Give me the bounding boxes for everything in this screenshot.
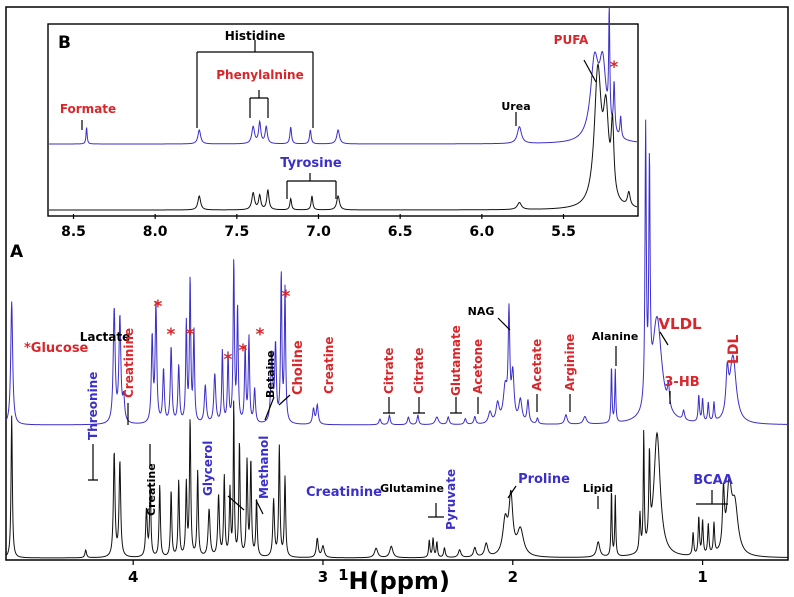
label-phenylalanine: Phenylalnine <box>216 68 304 82</box>
inset-x-tick-label: 5.5 <box>551 224 576 240</box>
black-spectrum-trace <box>5 400 789 559</box>
inset-x-tick-label: 7.5 <box>224 224 249 240</box>
x-axis-superscript: 1 <box>338 566 348 584</box>
main-spectra <box>5 119 789 559</box>
panel-a-label: A <box>10 242 24 262</box>
label-glycerol: Glycerol <box>201 441 215 496</box>
label-alanine: Alanine <box>592 330 639 343</box>
label-creatine-black: Creatine <box>145 463 158 516</box>
asterisk: * <box>256 325 265 345</box>
label-creatinine-blue: Creatinine <box>306 485 382 500</box>
label-methanol: Methanol <box>257 436 271 499</box>
asterisk: * <box>154 297 163 317</box>
blue-spectrum-trace <box>5 119 788 426</box>
asterisk: * <box>224 350 233 370</box>
asterisk: * <box>239 341 248 361</box>
label-acetone: Acetone <box>471 339 485 394</box>
asterisk: * <box>282 287 291 307</box>
vldl-leader <box>659 331 669 346</box>
label-threonine: Threonine <box>86 372 100 440</box>
inset-plot-frame <box>47 23 639 217</box>
label-3hb: 3-HB <box>664 375 699 390</box>
label-betaine: Betaine <box>264 350 277 398</box>
glycerol-leader <box>227 495 245 511</box>
label-lipid: Lipid <box>583 482 613 495</box>
choline-leader <box>278 394 291 406</box>
significance-asterisks: * * * * * * * <box>154 287 291 370</box>
label-glutamate: Glutamate <box>449 325 463 396</box>
main-x-tick-label: 1 <box>697 568 707 586</box>
glutamine-leader <box>428 503 444 518</box>
inset-black-trace <box>49 62 638 211</box>
label-citrate-2: Citrate <box>412 347 426 394</box>
main-plot-frame <box>5 6 789 561</box>
citrate-leader-1 <box>383 397 395 414</box>
label-glucose: *Glucose <box>24 341 89 356</box>
betaine-leader <box>264 396 275 421</box>
histidine-bracket <box>196 40 314 128</box>
tyrosine-bracket <box>286 173 337 199</box>
nag-leader <box>497 317 511 331</box>
label-formate: Formate <box>60 102 116 116</box>
panel-b-label: B <box>58 33 71 53</box>
inset-x-axis: 8.5 8.0 7.5 7.0 6.5 6.0 5.5 <box>61 214 576 240</box>
label-nag: NAG <box>468 305 495 318</box>
main-x-tick-label: 4 <box>128 568 138 586</box>
label-creatine-red: Creatine <box>322 337 336 395</box>
inset-x-tick-label: 6.0 <box>469 224 494 240</box>
label-creatinine-red: Creatinine <box>122 328 136 398</box>
proline-leader <box>507 485 517 499</box>
label-bcaa: BCAA <box>693 473 733 488</box>
glutamate-leader <box>450 397 462 414</box>
annotation-leader-lines <box>81 40 728 518</box>
inset-x-tick-label: 7.0 <box>306 224 331 240</box>
x-axis-title: 1H(ppm) <box>338 566 450 595</box>
inset-asterisk: * <box>610 57 619 76</box>
main-x-tick-label: 2 <box>508 568 518 586</box>
label-urea: Urea <box>501 100 530 113</box>
citrate-leader-2 <box>413 397 425 414</box>
label-ldl: LDL <box>726 334 742 364</box>
label-glutamine: Glutamine <box>380 482 444 495</box>
label-arginine: Arginine <box>563 334 577 391</box>
bcaa-leader <box>696 490 728 505</box>
inset-labels: Histidine Phenylalnine Formate Urea PUFA… <box>60 29 619 171</box>
label-lactate: Lactate <box>80 330 131 344</box>
phenylalanine-bracket <box>249 90 269 118</box>
x-axis-label: H(ppm) <box>349 567 450 595</box>
main-labels: Lactate *Glucose Creatinine Betaine Chol… <box>24 305 742 530</box>
pufa-leader <box>583 59 597 83</box>
inset-spectra <box>49 6 638 211</box>
label-acetate: Acetate <box>530 339 544 391</box>
methanol-leader <box>255 499 264 515</box>
label-vldl: VLDL <box>658 315 702 333</box>
label-proline: Proline <box>518 472 570 487</box>
main-x-axis: 4 3 2 1 <box>128 560 708 586</box>
inset-x-tick-label: 6.5 <box>388 224 413 240</box>
asterisk: * <box>167 325 176 345</box>
inset-x-tick-label: 8.5 <box>61 224 86 240</box>
main-x-tick-label: 3 <box>318 568 328 586</box>
asterisk: * <box>186 325 195 345</box>
inset-blue-trace <box>49 6 638 145</box>
label-tyrosine: Tyrosine <box>280 156 342 171</box>
label-histidine: Histidine <box>225 29 286 43</box>
threonine-leader <box>88 444 98 481</box>
label-pyruvate: Pyruvate <box>444 469 458 530</box>
label-citrate-1: Citrate <box>382 347 396 394</box>
label-choline: Choline <box>291 340 306 395</box>
label-pufa: PUFA <box>554 33 589 47</box>
inset-x-tick-label: 8.0 <box>143 224 168 240</box>
